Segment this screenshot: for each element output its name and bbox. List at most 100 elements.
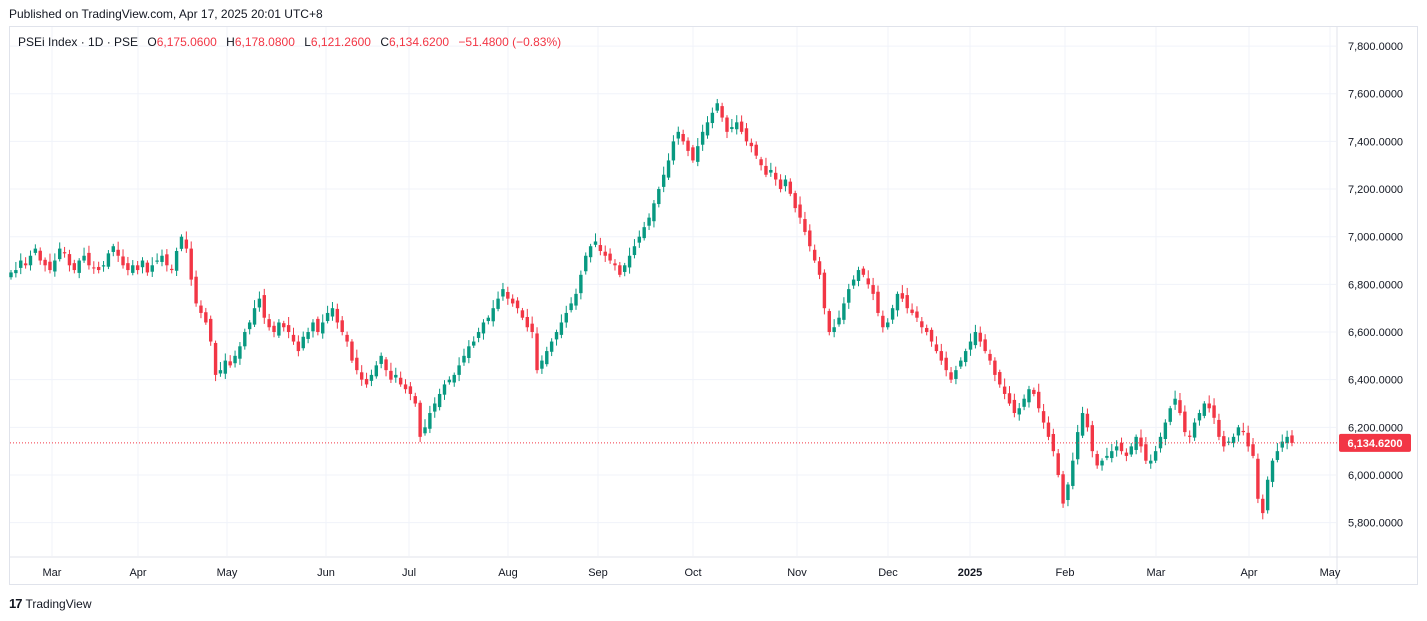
candle-body xyxy=(569,303,573,311)
candle-body xyxy=(1056,453,1060,475)
candle-body xyxy=(131,265,135,273)
candle-body xyxy=(803,219,807,232)
candle-body xyxy=(506,291,510,299)
candle-body xyxy=(462,355,466,363)
candle-body xyxy=(1265,479,1270,511)
candle-body xyxy=(769,169,773,173)
candle-body xyxy=(739,121,744,132)
candle-body xyxy=(14,270,18,274)
candle-body xyxy=(1188,435,1192,437)
x-tick-label: Mar xyxy=(43,567,62,579)
candle-body xyxy=(433,403,437,412)
x-tick-label: Dec xyxy=(878,567,898,579)
tradingview-brand[interactable]: 17 TradingView xyxy=(9,596,92,611)
candle-body xyxy=(876,291,880,313)
candle-body xyxy=(934,344,939,352)
candle-body xyxy=(1197,413,1202,421)
candle-body xyxy=(501,289,505,297)
candle-body xyxy=(476,332,481,338)
candle-body xyxy=(564,312,568,323)
candle-body xyxy=(808,230,812,247)
candle-body xyxy=(1183,411,1187,433)
candle-body xyxy=(1163,422,1168,440)
candle-body xyxy=(778,179,783,190)
candle-body xyxy=(574,293,578,306)
candle-body xyxy=(1124,452,1129,456)
y-tick-label: 7,600.0000 xyxy=(1348,89,1403,101)
candle-body xyxy=(403,384,408,390)
candle-body xyxy=(647,217,651,226)
candle-body xyxy=(1095,454,1099,466)
open-label: O xyxy=(147,35,157,49)
candle-body xyxy=(1251,444,1255,456)
candle-body xyxy=(413,396,417,404)
candle-body xyxy=(530,323,534,333)
candle-body xyxy=(788,181,793,194)
candle-body xyxy=(1017,408,1021,415)
candle-body xyxy=(710,112,715,124)
candle-body xyxy=(9,272,13,278)
candle-body xyxy=(218,370,223,374)
candle-body xyxy=(1207,403,1211,409)
y-tick-label: 6,600.0000 xyxy=(1348,327,1403,339)
candle-body xyxy=(686,140,690,151)
candle-body xyxy=(38,250,42,261)
candle-body xyxy=(325,312,330,322)
candle-body xyxy=(886,322,890,328)
candle-body xyxy=(764,165,768,175)
candle-body xyxy=(549,341,554,352)
candle-body xyxy=(350,341,354,361)
candle-body xyxy=(428,413,432,429)
candle-body xyxy=(208,318,213,342)
brand-name: TradingView xyxy=(25,596,92,611)
candle-body xyxy=(657,189,661,205)
candle-body xyxy=(1173,398,1177,405)
candle-body xyxy=(340,320,344,333)
candle-body xyxy=(23,263,28,266)
candle-body xyxy=(452,374,456,383)
candle-body xyxy=(467,346,471,358)
candle-body xyxy=(165,254,169,266)
candle-body xyxy=(379,355,383,364)
candle-body xyxy=(1061,474,1065,504)
x-tick-label: May xyxy=(1320,567,1341,579)
candle-body xyxy=(277,322,281,336)
candle-body xyxy=(306,332,310,339)
chart-frame[interactable] xyxy=(9,26,1418,585)
candle-body xyxy=(798,204,802,218)
candle-body xyxy=(627,255,632,268)
candle-body xyxy=(861,268,866,275)
candle-body xyxy=(126,263,130,271)
candle-body xyxy=(486,317,491,322)
candle-body xyxy=(1261,498,1265,514)
candle-body xyxy=(48,261,52,271)
candle-body xyxy=(817,261,822,275)
candle-body xyxy=(496,298,500,309)
candle-body xyxy=(1246,432,1250,447)
x-tick-label: Apr xyxy=(129,567,146,579)
candle-body xyxy=(1236,427,1241,436)
candle-body xyxy=(1178,400,1182,414)
candle-body xyxy=(101,265,106,267)
candle-body xyxy=(252,308,257,325)
candle-body xyxy=(691,147,695,161)
candle-body xyxy=(394,374,398,378)
y-tick-label: 6,200.0000 xyxy=(1348,422,1403,434)
candle-body xyxy=(920,321,924,328)
candle-body xyxy=(681,133,685,142)
candle-body xyxy=(345,334,349,342)
published-caption: Published on TradingView.com, Apr 17, 20… xyxy=(9,7,323,21)
candle-body xyxy=(447,379,452,383)
low-label: L xyxy=(304,35,311,49)
candle-body xyxy=(661,174,666,187)
candle-body xyxy=(520,310,525,318)
candle-body xyxy=(851,279,856,286)
candle-body xyxy=(19,260,23,268)
candle-body xyxy=(257,298,262,308)
candle-body xyxy=(978,332,982,342)
candle-body xyxy=(700,131,705,145)
candle-body xyxy=(579,274,583,294)
tradingview-logo-icon: 17 xyxy=(9,596,23,611)
candle-body xyxy=(106,253,111,267)
